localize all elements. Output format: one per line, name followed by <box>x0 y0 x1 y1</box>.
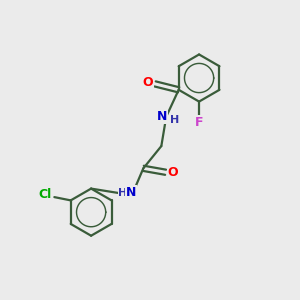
Text: N: N <box>126 186 136 199</box>
Text: N: N <box>157 110 167 123</box>
Text: O: O <box>142 76 153 89</box>
Text: O: O <box>167 167 178 179</box>
Text: H: H <box>170 115 179 125</box>
Text: Cl: Cl <box>39 188 52 201</box>
Text: H: H <box>118 188 128 197</box>
Text: F: F <box>195 116 203 129</box>
